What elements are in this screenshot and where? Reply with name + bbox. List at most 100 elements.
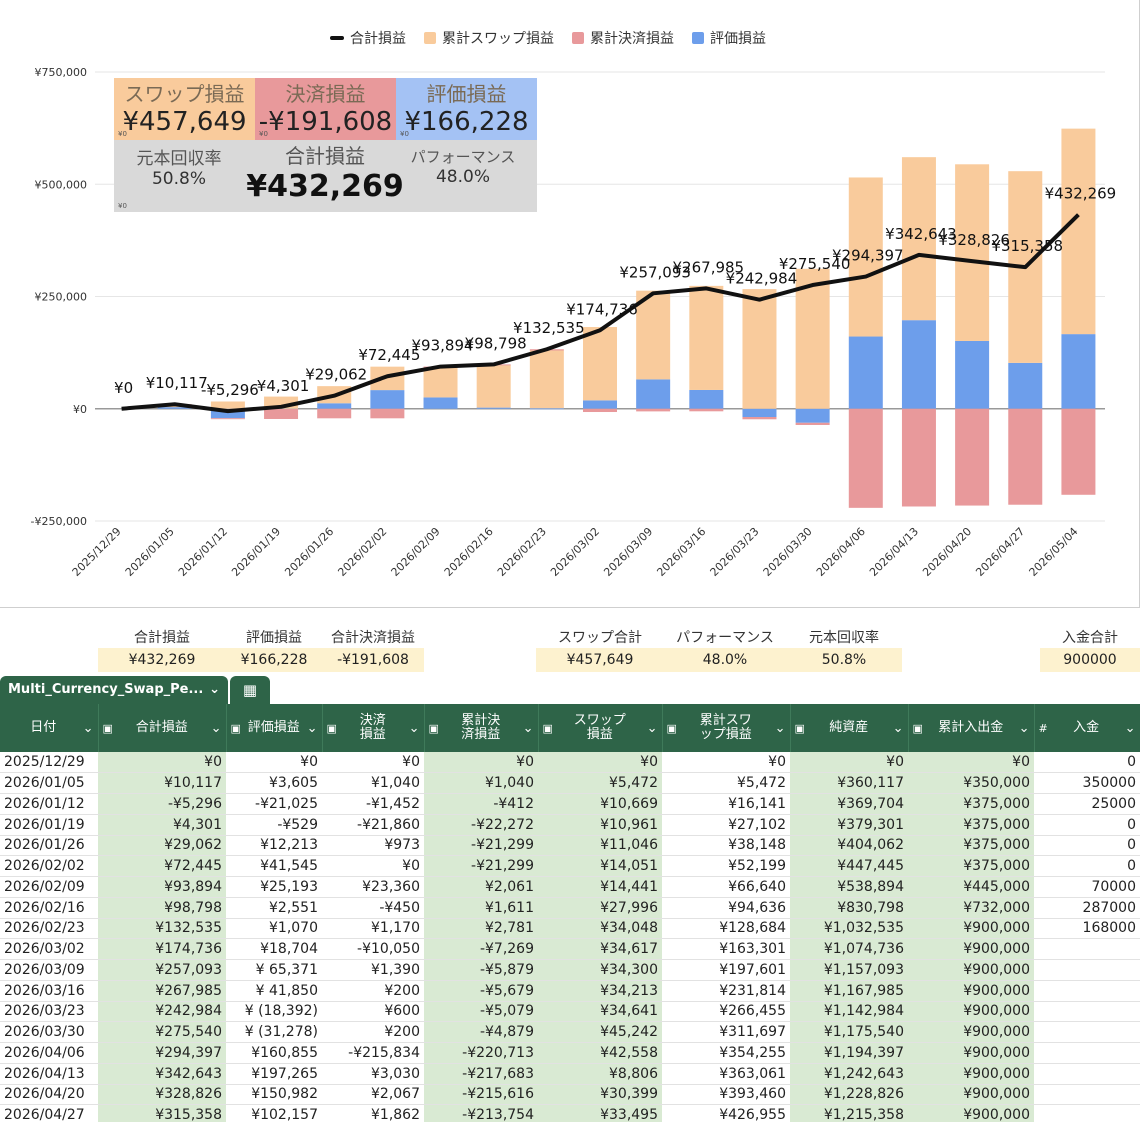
table-cell[interactable]: -¥7,269: [424, 938, 538, 960]
table-cell[interactable]: -¥22,272: [424, 814, 538, 836]
table-cell[interactable]: ¥33,495: [538, 1104, 662, 1122]
table-cell[interactable]: 168000: [1034, 918, 1140, 940]
table-cell[interactable]: ¥900,000: [908, 1001, 1034, 1023]
table-cell[interactable]: ¥354,255: [662, 1042, 790, 1064]
table-cell[interactable]: ¥275,540: [98, 1021, 226, 1043]
table-cell[interactable]: ¥0: [98, 752, 226, 774]
table-cell[interactable]: ¥128,684: [662, 918, 790, 940]
table-cell[interactable]: ¥393,460: [662, 1084, 790, 1106]
table-cell[interactable]: ¥0: [790, 752, 908, 774]
table-cell[interactable]: 2026/03/02: [0, 938, 98, 960]
table-cell[interactable]: ¥350,000: [908, 772, 1034, 794]
table-cell[interactable]: ¥1,040: [322, 772, 424, 794]
column-header[interactable]: ▣ スワップ 損益 ⌄: [538, 704, 663, 752]
table-cell[interactable]: -¥21,025: [226, 793, 322, 815]
table-cell[interactable]: ¥900,000: [908, 1021, 1034, 1043]
table-cell[interactable]: ¥2,551: [226, 897, 322, 919]
chevron-down-icon[interactable]: ⌄: [210, 720, 222, 736]
table-cell[interactable]: ¥900,000: [908, 1104, 1034, 1122]
table-cell[interactable]: ¥900,000: [908, 1063, 1034, 1085]
table-cell[interactable]: ¥38,148: [662, 835, 790, 857]
chevron-down-icon[interactable]: ⌄: [1018, 720, 1030, 736]
table-cell[interactable]: ¥52,199: [662, 855, 790, 877]
table-cell[interactable]: ¥0: [662, 752, 790, 774]
table-cell[interactable]: ¥0: [226, 752, 322, 774]
table-cell[interactable]: -¥215,834: [322, 1042, 424, 1064]
table-cell[interactable]: ¥900,000: [908, 918, 1034, 940]
table-cell[interactable]: ¥12,213: [226, 835, 322, 857]
table-cell[interactable]: -¥450: [322, 897, 424, 919]
table-cell[interactable]: ¥163,301: [662, 938, 790, 960]
table-cell[interactable]: 0: [1034, 855, 1140, 877]
table-cell[interactable]: ¥1,242,643: [790, 1063, 908, 1085]
table-cell[interactable]: 350000: [1034, 772, 1140, 794]
table-cell[interactable]: ¥18,704: [226, 938, 322, 960]
chevron-down-icon[interactable]: ⌄: [522, 720, 534, 736]
table-cell[interactable]: [1034, 1063, 1140, 1085]
table-cell[interactable]: [1034, 980, 1140, 1002]
column-header[interactable]: ▣ 合計損益 ⌄: [98, 704, 227, 752]
table-cell[interactable]: 2026/03/09: [0, 959, 98, 981]
table-cell[interactable]: ¥375,000: [908, 814, 1034, 836]
table-cell[interactable]: 70000: [1034, 876, 1140, 898]
table-cell[interactable]: ¥1,070: [226, 918, 322, 940]
table-cell[interactable]: ¥369,704: [790, 793, 908, 815]
table-cell[interactable]: ¥360,117: [790, 772, 908, 794]
table-cell[interactable]: ¥197,265: [226, 1063, 322, 1085]
table-cell[interactable]: ¥1,074,736: [790, 938, 908, 960]
table-cell[interactable]: ¥1,175,540: [790, 1021, 908, 1043]
table-cell[interactable]: ¥34,641: [538, 1001, 662, 1023]
table-cell[interactable]: ¥2,061: [424, 876, 538, 898]
table-cell[interactable]: ¥1,228,826: [790, 1084, 908, 1106]
table-cell[interactable]: ¥72,445: [98, 855, 226, 877]
table-cell[interactable]: ¥94,636: [662, 897, 790, 919]
table-cell[interactable]: ¥ (31,278): [226, 1021, 322, 1043]
table-cell[interactable]: 0: [1034, 752, 1140, 774]
table-cell[interactable]: 2026/04/13: [0, 1063, 98, 1085]
table-cell[interactable]: -¥21,299: [424, 855, 538, 877]
table-cell[interactable]: ¥0: [424, 752, 538, 774]
column-header[interactable]: ▣ 評価損益 ⌄: [226, 704, 323, 752]
table-cell[interactable]: [1034, 1042, 1140, 1064]
table-cell[interactable]: ¥150,982: [226, 1084, 322, 1106]
table-cell[interactable]: ¥538,894: [790, 876, 908, 898]
table-cell[interactable]: -¥5,679: [424, 980, 538, 1002]
table-cell[interactable]: ¥900,000: [908, 938, 1034, 960]
chevron-down-icon[interactable]: ⌄: [209, 682, 220, 697]
table-cell[interactable]: 2026/01/12: [0, 793, 98, 815]
table-cell[interactable]: ¥16,141: [662, 793, 790, 815]
table-cell[interactable]: ¥14,051: [538, 855, 662, 877]
table-cell[interactable]: ¥42,558: [538, 1042, 662, 1064]
chevron-down-icon[interactable]: ⌄: [646, 720, 658, 736]
table-cell[interactable]: 2026/03/16: [0, 980, 98, 1002]
table-cell[interactable]: ¥14,441: [538, 876, 662, 898]
table-cell[interactable]: -¥217,683: [424, 1063, 538, 1085]
table-cell[interactable]: ¥379,301: [790, 814, 908, 836]
table-cell[interactable]: -¥4,879: [424, 1021, 538, 1043]
table-cell[interactable]: -¥1,452: [322, 793, 424, 815]
table-cell[interactable]: ¥1,142,984: [790, 1001, 908, 1023]
table-cell[interactable]: ¥0: [908, 752, 1034, 774]
table-cell[interactable]: ¥102,157: [226, 1104, 322, 1122]
table-cell[interactable]: -¥412: [424, 793, 538, 815]
table-cell[interactable]: ¥732,000: [908, 897, 1034, 919]
chevron-down-icon[interactable]: ⌄: [408, 720, 420, 736]
table-cell[interactable]: ¥267,985: [98, 980, 226, 1002]
table-cell[interactable]: ¥426,955: [662, 1104, 790, 1122]
table-cell[interactable]: ¥328,826: [98, 1084, 226, 1106]
table-cell[interactable]: ¥294,397: [98, 1042, 226, 1064]
table-cell[interactable]: ¥1,611: [424, 897, 538, 919]
chevron-down-icon[interactable]: ⌄: [1124, 720, 1136, 736]
table-cell[interactable]: ¥34,048: [538, 918, 662, 940]
table-cell[interactable]: ¥ 41,850: [226, 980, 322, 1002]
column-header[interactable]: # 入金 ⌄: [1034, 704, 1140, 752]
table-cell[interactable]: ¥0: [538, 752, 662, 774]
table-cell[interactable]: ¥93,894: [98, 876, 226, 898]
table-cell[interactable]: 2026/04/27: [0, 1104, 98, 1122]
table-cell[interactable]: 0: [1034, 814, 1140, 836]
sheet-tab-active[interactable]: Multi_Currency_Swap_Pe... ⌄: [0, 676, 228, 704]
table-cell[interactable]: 2026/01/26: [0, 835, 98, 857]
table-cell[interactable]: ¥2,067: [322, 1084, 424, 1106]
table-cell[interactable]: ¥1,040: [424, 772, 538, 794]
table-cell[interactable]: ¥375,000: [908, 835, 1034, 857]
